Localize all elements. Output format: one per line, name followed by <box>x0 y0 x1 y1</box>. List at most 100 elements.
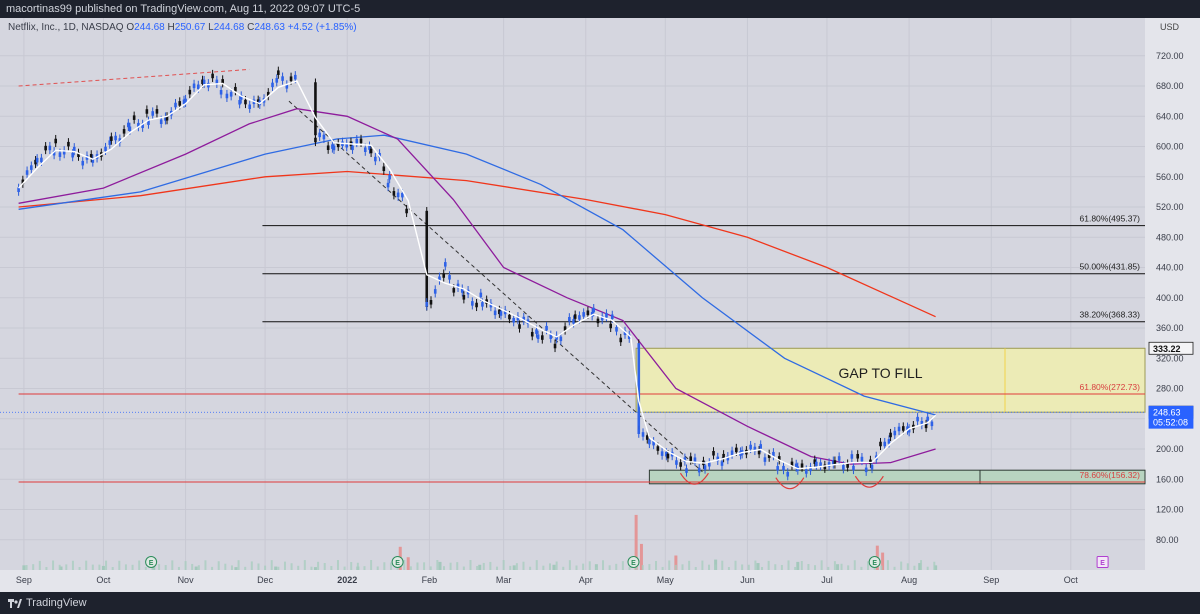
volume-bar <box>52 560 55 570</box>
volume-bar <box>310 566 313 570</box>
candle-body <box>452 288 456 293</box>
candle-body <box>456 283 460 289</box>
price-axis-tick-label: 520.00 <box>1156 202 1184 212</box>
earnings-marker[interactable] <box>145 556 158 568</box>
candle-body <box>401 192 404 198</box>
earnings-marker[interactable] <box>868 556 881 568</box>
volume-bar <box>264 565 267 570</box>
time-axis-tick-label: Dec <box>257 575 274 585</box>
volume-bar <box>602 560 605 570</box>
candle-body <box>104 146 107 152</box>
volume-bar <box>476 566 479 570</box>
candle-body <box>815 461 818 467</box>
volume-bar <box>512 565 516 570</box>
candle-body <box>553 343 557 349</box>
volume-bar <box>847 565 850 570</box>
volume-bar <box>101 565 105 570</box>
candle-body <box>184 98 187 104</box>
candle-body <box>331 144 334 149</box>
volume-bar <box>774 564 777 570</box>
candle-body <box>128 126 132 132</box>
volume-bar <box>396 566 399 570</box>
candle-body <box>666 453 670 459</box>
volume-bar <box>934 565 938 570</box>
volume-bar <box>197 565 200 570</box>
candle-body <box>518 324 521 329</box>
volume-bar <box>582 563 585 570</box>
volume-bar <box>641 565 644 570</box>
price-axis-tick-label: 560.00 <box>1156 172 1184 182</box>
fib-level-label: 38.20%(368.33) <box>1080 310 1141 320</box>
volume-bar <box>780 564 783 570</box>
publish-header: macortinas99 published on TradingView.co… <box>0 0 1200 18</box>
candle-body <box>21 179 25 185</box>
volume-bar <box>45 566 48 570</box>
candle-body <box>322 134 326 140</box>
candle-body <box>870 464 874 470</box>
price-tag-box <box>1148 341 1194 355</box>
candle-body <box>512 318 515 323</box>
volume-bar <box>701 560 704 570</box>
earnings-marker-label: E <box>872 560 877 567</box>
tradingview-logo-icon <box>8 598 22 608</box>
volume-bar <box>721 560 724 570</box>
candle-body <box>44 145 47 151</box>
volume-bar <box>217 561 220 570</box>
volume-bar <box>674 564 677 570</box>
volume-bar <box>350 562 353 570</box>
earnings-upcoming-label: E <box>1100 560 1105 567</box>
candle-body <box>777 456 781 461</box>
candle-body <box>819 462 822 467</box>
volume-bar <box>171 560 174 570</box>
earnings-marker[interactable] <box>391 556 404 568</box>
candle-body <box>281 76 284 81</box>
candle-body <box>545 325 548 331</box>
price-chart[interactable]: Netflix, Inc., 1D, NASDAQ O244.68 H250.6… <box>0 18 1200 592</box>
candle-body <box>582 312 585 317</box>
candle-body <box>809 466 812 472</box>
price-tag-label: 248.63 <box>1153 408 1181 418</box>
fib-level-label: 78.60%(156.32) <box>1080 470 1141 480</box>
volume-bar <box>814 565 817 570</box>
pattern-arc <box>775 477 805 490</box>
candle-body <box>114 135 117 141</box>
volume-bar <box>634 514 638 570</box>
time-axis-background <box>0 570 1145 592</box>
time-axis-tick-label: May <box>657 575 675 585</box>
candle-body <box>147 120 150 125</box>
earnings-upcoming-marker[interactable] <box>1096 556 1109 568</box>
candle-body <box>71 152 74 158</box>
candle-body <box>277 70 280 75</box>
candle-body <box>623 330 627 336</box>
candle-body <box>182 99 186 105</box>
volume-bar <box>277 566 280 570</box>
volume-bar <box>548 563 551 570</box>
volume-bar <box>234 567 238 570</box>
volume-bar <box>270 560 273 570</box>
volume-bar <box>389 562 392 570</box>
tradingview-logo[interactable]: TradingView <box>8 592 87 614</box>
candle-body <box>794 463 798 469</box>
candle-body <box>535 329 538 334</box>
volume-bar <box>608 565 611 570</box>
earnings-marker[interactable] <box>627 556 640 568</box>
candle-body <box>749 444 752 450</box>
moving-average-blue <box>18 134 936 416</box>
plot-background <box>0 18 1145 570</box>
volume-bar <box>409 566 412 570</box>
price-axis-tick-label: 80.00 <box>1156 535 1179 545</box>
candle-body <box>763 457 767 462</box>
candle-body <box>429 300 433 305</box>
candle-body <box>782 465 785 471</box>
price-axis-tick-label: 120.00 <box>1156 505 1184 515</box>
candle-body <box>735 447 738 453</box>
price-tag-label: 333.22 <box>1153 344 1181 354</box>
candle-body <box>786 471 790 477</box>
candle-body <box>605 313 608 318</box>
candle-body <box>837 456 841 461</box>
volume-bar <box>482 562 485 570</box>
candle-body <box>804 469 808 474</box>
volume-bar <box>91 564 94 570</box>
candle-body <box>332 145 336 151</box>
volume-bar <box>257 563 260 570</box>
